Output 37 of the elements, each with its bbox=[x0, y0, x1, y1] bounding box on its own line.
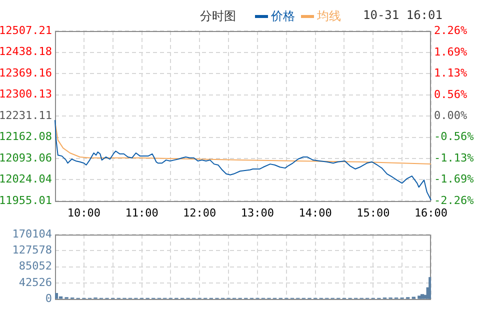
y2-tick-label: 1.13% bbox=[434, 66, 468, 80]
y-tick-label: 42526 bbox=[18, 276, 52, 289]
chart-title: 分时图 bbox=[200, 8, 236, 25]
bar bbox=[420, 294, 424, 299]
y2-tick-label: 1.69% bbox=[434, 45, 468, 58]
y-tick-label: 12438.18 bbox=[0, 45, 52, 58]
y-tick-label: 11955.01 bbox=[0, 194, 52, 207]
y-tick-label: 12024.04 bbox=[0, 172, 52, 186]
legend-label: 价格 bbox=[270, 8, 295, 25]
x-tick-label: 16:00 bbox=[414, 206, 448, 220]
y2-tick-label: 0.56% bbox=[434, 88, 468, 101]
y-tick-label: 12162.08 bbox=[0, 130, 52, 144]
y2-tick-label: 0.00% bbox=[434, 108, 468, 122]
y-tick-label: 12369.16 bbox=[0, 66, 52, 80]
y-tick-label: 12300.13 bbox=[0, 88, 52, 101]
bar bbox=[58, 296, 63, 299]
x-tick-label: 10:00 bbox=[67, 206, 100, 220]
y-tick-label: 85052 bbox=[18, 260, 52, 273]
y-tick-label: 12507.21 bbox=[0, 24, 52, 37]
y2-tick-label: 2.26% bbox=[434, 24, 468, 37]
x-tick-label: 12:00 bbox=[183, 206, 216, 220]
legend-label: 均线 bbox=[316, 8, 341, 25]
y-tick-label: 12231.11 bbox=[0, 108, 52, 122]
y2-tick-label: -0.56% bbox=[434, 130, 474, 143]
y2-tick-label: -1.13% bbox=[434, 151, 474, 164]
x-tick-label: 15:00 bbox=[356, 206, 390, 220]
text: 10-31 16:01 bbox=[363, 8, 442, 22]
y-tick-label: 0 bbox=[45, 292, 52, 305]
y-tick-label: 127578 bbox=[12, 244, 52, 257]
x-tick-label: 13:00 bbox=[240, 206, 274, 220]
y2-tick-label: -1.69% bbox=[434, 172, 474, 186]
x-tick-label: 14:00 bbox=[298, 206, 332, 220]
y2-tick-label: -2.26% bbox=[434, 194, 474, 207]
y-tick-label: 12093.06 bbox=[0, 151, 52, 164]
y-tick-label: 170104 bbox=[12, 227, 52, 240]
x-tick-label: 11:00 bbox=[125, 206, 158, 220]
bar bbox=[428, 277, 431, 299]
